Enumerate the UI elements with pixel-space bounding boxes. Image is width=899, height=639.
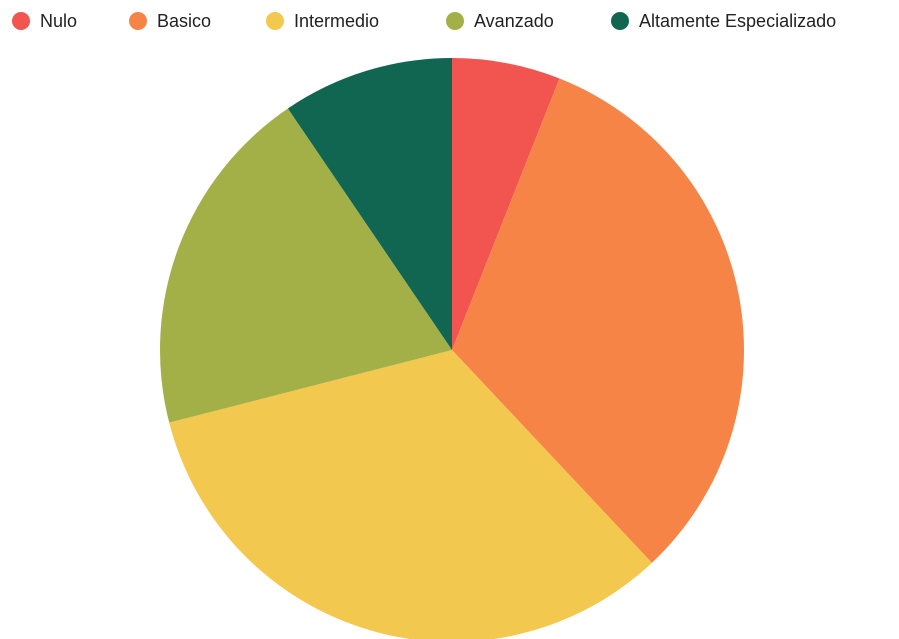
legend-marker bbox=[611, 12, 629, 30]
legend-label: Basico bbox=[157, 11, 211, 31]
legend-marker bbox=[12, 12, 30, 30]
pie-slice bbox=[287, 58, 452, 350]
pie-slice bbox=[452, 58, 560, 350]
pie bbox=[159, 58, 744, 639]
legend-label: Intermedio bbox=[294, 11, 379, 31]
legend: Nulo Basico Intermedio Avanzado Altamente Es… bbox=[12, 11, 836, 31]
legend-marker bbox=[266, 12, 284, 30]
legend-marker bbox=[446, 12, 464, 30]
legend-label: Nulo bbox=[40, 11, 77, 31]
pie-slice bbox=[452, 78, 744, 563]
legend-label: Avanzado bbox=[474, 11, 554, 31]
legend-marker bbox=[129, 12, 147, 30]
pie-slice bbox=[169, 350, 652, 639]
legend-label: Altamente Especializado bbox=[639, 11, 836, 31]
pie-slice bbox=[159, 108, 452, 423]
